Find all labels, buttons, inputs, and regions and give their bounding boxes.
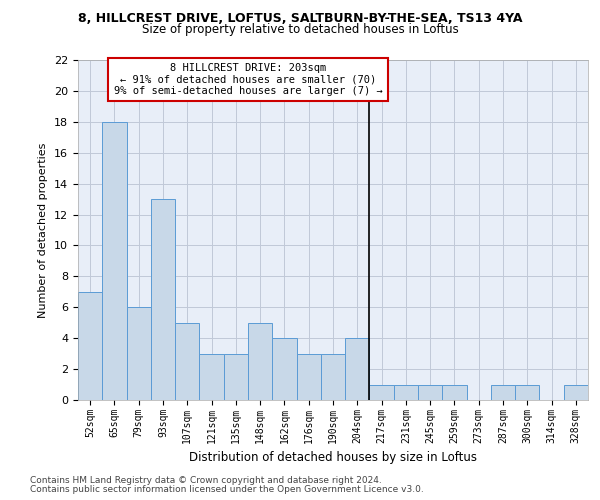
Bar [296, 354, 321, 400]
Bar [442, 384, 467, 400]
Bar [564, 384, 588, 400]
Bar [102, 122, 127, 400]
Text: Contains HM Land Registry data © Crown copyright and database right 2024.: Contains HM Land Registry data © Crown c… [30, 476, 382, 485]
Y-axis label: Number of detached properties: Number of detached properties [38, 142, 49, 318]
Text: Contains public sector information licensed under the Open Government Licence v3: Contains public sector information licen… [30, 484, 424, 494]
Bar [272, 338, 296, 400]
Bar [321, 354, 345, 400]
Bar [224, 354, 248, 400]
X-axis label: Distribution of detached houses by size in Loftus: Distribution of detached houses by size … [189, 451, 477, 464]
Bar [515, 384, 539, 400]
Bar [248, 322, 272, 400]
Text: Size of property relative to detached houses in Loftus: Size of property relative to detached ho… [142, 22, 458, 36]
Bar [370, 384, 394, 400]
Bar [418, 384, 442, 400]
Bar [199, 354, 224, 400]
Text: 8 HILLCREST DRIVE: 203sqm
← 91% of detached houses are smaller (70)
9% of semi-d: 8 HILLCREST DRIVE: 203sqm ← 91% of detac… [113, 63, 382, 96]
Text: 8, HILLCREST DRIVE, LOFTUS, SALTBURN-BY-THE-SEA, TS13 4YA: 8, HILLCREST DRIVE, LOFTUS, SALTBURN-BY-… [78, 12, 522, 26]
Bar [175, 322, 199, 400]
Bar [151, 199, 175, 400]
Bar [491, 384, 515, 400]
Bar [394, 384, 418, 400]
Bar [345, 338, 370, 400]
Bar [127, 308, 151, 400]
Bar [78, 292, 102, 400]
